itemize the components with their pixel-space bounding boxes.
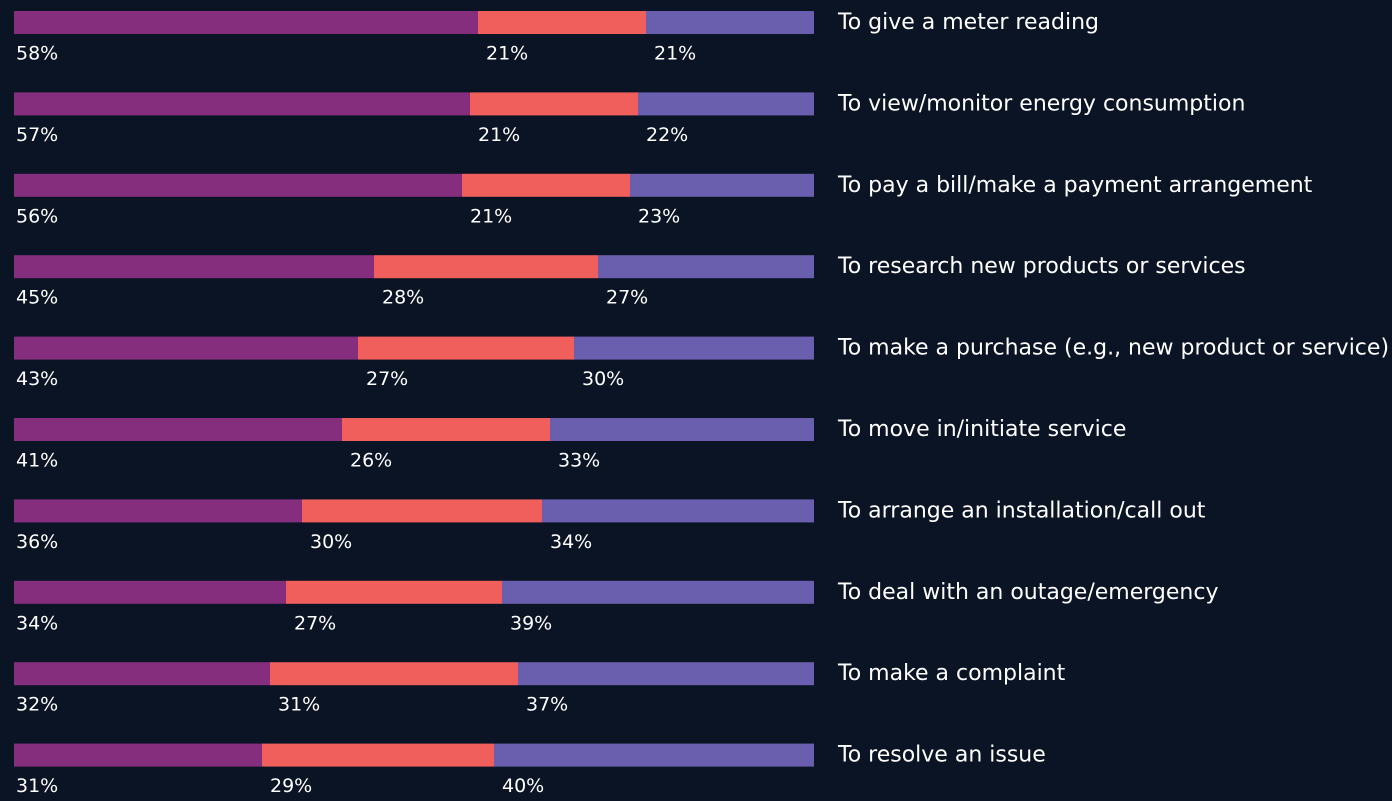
bar-segment [470,92,638,116]
value-label: 37% [526,694,568,716]
bar-segment [358,336,574,360]
bar-segment [14,11,478,34]
bar-segment [574,336,814,360]
value-label: 43% [16,368,58,390]
bar-segment [598,255,814,279]
value-label: 39% [510,612,552,634]
value-label: 31% [278,694,320,716]
value-label: 36% [16,531,58,553]
category-label: To move in/initiate service [837,417,1126,442]
bar-segment [630,173,814,197]
category-label: To research new products or services [837,254,1246,279]
category-label: To pay a bill/make a payment arrangement [837,173,1313,198]
value-label: 34% [550,531,592,553]
category-label: To arrange an installation/call out [837,498,1206,523]
value-label: 30% [582,368,624,390]
bar-segment [262,743,494,767]
bar-segment [270,662,518,686]
value-label: 57% [16,124,58,146]
bar-segment [502,580,814,604]
value-label: 45% [16,287,58,309]
category-label: To resolve an issue [837,743,1046,768]
value-label: 30% [310,531,352,553]
value-label: 27% [294,612,336,634]
category-label: To deal with an outage/emergency [837,580,1218,605]
value-label: 22% [646,124,688,146]
category-label: To give a meter reading [837,10,1099,35]
category-label: To view/monitor energy consumption [837,91,1245,116]
value-label: 56% [16,205,58,227]
value-label: 32% [16,694,58,716]
bar-segment [14,92,470,116]
value-label: 58% [16,43,58,65]
value-label: 29% [270,775,312,797]
bar-segment [542,499,814,523]
value-label: 21% [478,124,520,146]
bar-segment [646,11,814,34]
value-label: 27% [606,287,648,309]
bar-segment [14,662,270,686]
bar-segment [14,580,286,604]
bar-segment [14,418,342,441]
bar-segment [14,255,374,279]
bar-segment [638,92,814,116]
value-label: 40% [502,775,544,797]
value-label: 31% [16,775,58,797]
category-label: To make a purchase (e.g., new product or… [837,336,1389,361]
bar-segment [374,255,598,279]
bar-segment [494,743,814,767]
value-label: 21% [470,205,512,227]
value-label: 41% [16,450,58,472]
value-label: 28% [382,287,424,309]
bar-segment [14,743,262,767]
value-label: 33% [558,450,600,472]
value-label: 23% [638,205,680,227]
bar-segment [342,418,550,441]
value-label: 21% [486,43,528,65]
value-label: 27% [366,368,408,390]
value-label: 26% [350,450,392,472]
value-label: 21% [654,43,696,65]
value-label: 34% [16,612,58,634]
bar-segment [518,662,814,686]
bar-segment [550,418,814,441]
bar-segment [14,173,462,197]
category-label: To make a complaint [837,661,1066,686]
bar-segment [286,580,502,604]
bar-segment [14,499,302,523]
bar-segment [478,11,646,34]
bar-segment [14,336,358,360]
bar-segment [462,173,630,197]
bar-segment [302,499,542,523]
